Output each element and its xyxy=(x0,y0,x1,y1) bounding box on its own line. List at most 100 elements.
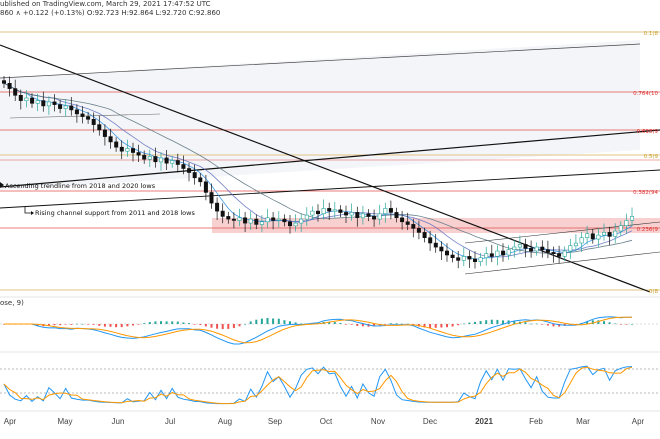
macd-histogram-bar xyxy=(126,324,129,327)
macd-histogram-bar xyxy=(283,320,286,324)
candle-body xyxy=(24,97,29,102)
candle-body xyxy=(18,95,23,101)
macd-histogram-bar xyxy=(462,323,465,325)
macd-histogram-bar xyxy=(608,322,611,324)
candle-body xyxy=(7,83,12,89)
candle-body xyxy=(450,254,455,259)
candle-body xyxy=(557,253,562,257)
macd-histogram-bar xyxy=(204,324,207,327)
stoch-d-line xyxy=(3,366,633,405)
macd-histogram-bar xyxy=(502,320,504,324)
candle-body xyxy=(293,222,298,227)
candle-body xyxy=(30,97,35,104)
fib-label: 0.618(9 xyxy=(637,129,659,135)
candle-body xyxy=(304,214,309,220)
candle-body xyxy=(573,242,578,247)
candle-body xyxy=(237,217,242,221)
annotation-ascending-text: Ascending trendline from 2018 and 2020 l… xyxy=(5,182,156,190)
candle-body xyxy=(444,250,449,256)
candle-body xyxy=(338,209,343,213)
candle-body xyxy=(80,113,85,117)
channel-top xyxy=(0,43,641,79)
arrow-head-icon xyxy=(31,211,34,215)
candle-body xyxy=(265,217,270,223)
macd-histogram-bar xyxy=(446,324,448,328)
macd-histogram-bar xyxy=(120,324,123,328)
x-tick-label: Nov xyxy=(371,417,385,426)
candle-body xyxy=(439,246,444,252)
macd-histogram-bar xyxy=(457,324,460,326)
candle-body xyxy=(529,248,534,252)
candle-body xyxy=(282,218,287,223)
macd-histogram-bar xyxy=(541,324,544,325)
publish-header: ublished on TradingView.com, March 29, 2… xyxy=(0,0,211,8)
candle-body xyxy=(478,257,483,263)
candle-body xyxy=(153,156,158,163)
signal-line xyxy=(4,316,633,344)
macd-histogram-bar xyxy=(98,324,101,326)
macd-histogram-bar xyxy=(631,324,633,325)
macd-histogram-bar xyxy=(451,324,454,327)
candle-body xyxy=(69,105,74,111)
candle-body xyxy=(315,210,320,215)
macd-histogram-bar xyxy=(619,324,622,325)
macd-histogram-bar xyxy=(188,323,190,324)
x-tick-label: Mar xyxy=(576,417,590,426)
macd-histogram-bar xyxy=(350,324,353,325)
candle-body xyxy=(108,136,113,143)
stoch-k-line xyxy=(3,365,633,405)
candle-body xyxy=(159,157,164,163)
macd-histogram-bar xyxy=(384,324,387,325)
candle-body xyxy=(310,210,315,216)
macd-histogram-bar xyxy=(92,324,95,325)
candle-body xyxy=(585,233,590,238)
candle-body xyxy=(590,233,595,240)
candle-body xyxy=(276,218,281,221)
macd-histogram-bar xyxy=(255,319,258,324)
candle-body xyxy=(388,208,393,213)
fib-label: 0.1(8 xyxy=(644,31,659,37)
macd-histogram-bar xyxy=(333,322,336,324)
macd-histogram-bar xyxy=(546,324,549,326)
arrow-icon xyxy=(0,182,4,188)
macd-histogram-bar xyxy=(597,320,600,324)
candle-body xyxy=(136,152,141,156)
x-tick-label: Aug xyxy=(218,417,232,426)
macd-histogram-bar xyxy=(289,321,291,324)
macd-histogram-bar xyxy=(373,324,376,327)
candle-body xyxy=(394,212,399,218)
candle-body xyxy=(131,148,136,153)
macd-histogram-bar xyxy=(558,324,561,327)
candle-body xyxy=(13,88,18,96)
candle-body xyxy=(175,160,180,165)
resistance-zone xyxy=(212,218,660,233)
candle-body xyxy=(321,208,326,214)
candle-body xyxy=(147,156,152,160)
candle-body xyxy=(259,221,264,225)
macd-histogram-bar xyxy=(490,319,493,324)
macd-line xyxy=(4,316,632,345)
macd-histogram-bar xyxy=(53,324,56,326)
fib-label: 0.236(9 xyxy=(637,227,659,233)
candle-body xyxy=(366,213,371,217)
macd-histogram-bar xyxy=(406,323,409,325)
macd-histogram-bar xyxy=(64,324,67,325)
x-tick-label: May xyxy=(57,417,72,426)
x-tick-label: Dec xyxy=(423,417,437,426)
candle-body xyxy=(360,213,365,219)
fib-labels: 0.1(8 0.764(10 0.618(9 0.5(9 0.382(94 0.236(9… xyxy=(633,31,658,295)
candle-body xyxy=(58,104,63,109)
candle-body xyxy=(461,256,466,261)
x-tick-label: Jun xyxy=(112,417,125,426)
short-channel-bottom xyxy=(464,251,660,275)
macd-histogram-bar xyxy=(216,324,219,329)
candle-body xyxy=(551,252,556,254)
candle-body xyxy=(74,109,79,115)
candle-body xyxy=(433,242,438,248)
candle-body xyxy=(287,221,292,227)
fib-label: 0.764(10 xyxy=(633,91,658,97)
channel-inner xyxy=(9,113,161,119)
descending-trendline xyxy=(0,44,651,293)
macd-histogram-bar xyxy=(232,324,235,329)
